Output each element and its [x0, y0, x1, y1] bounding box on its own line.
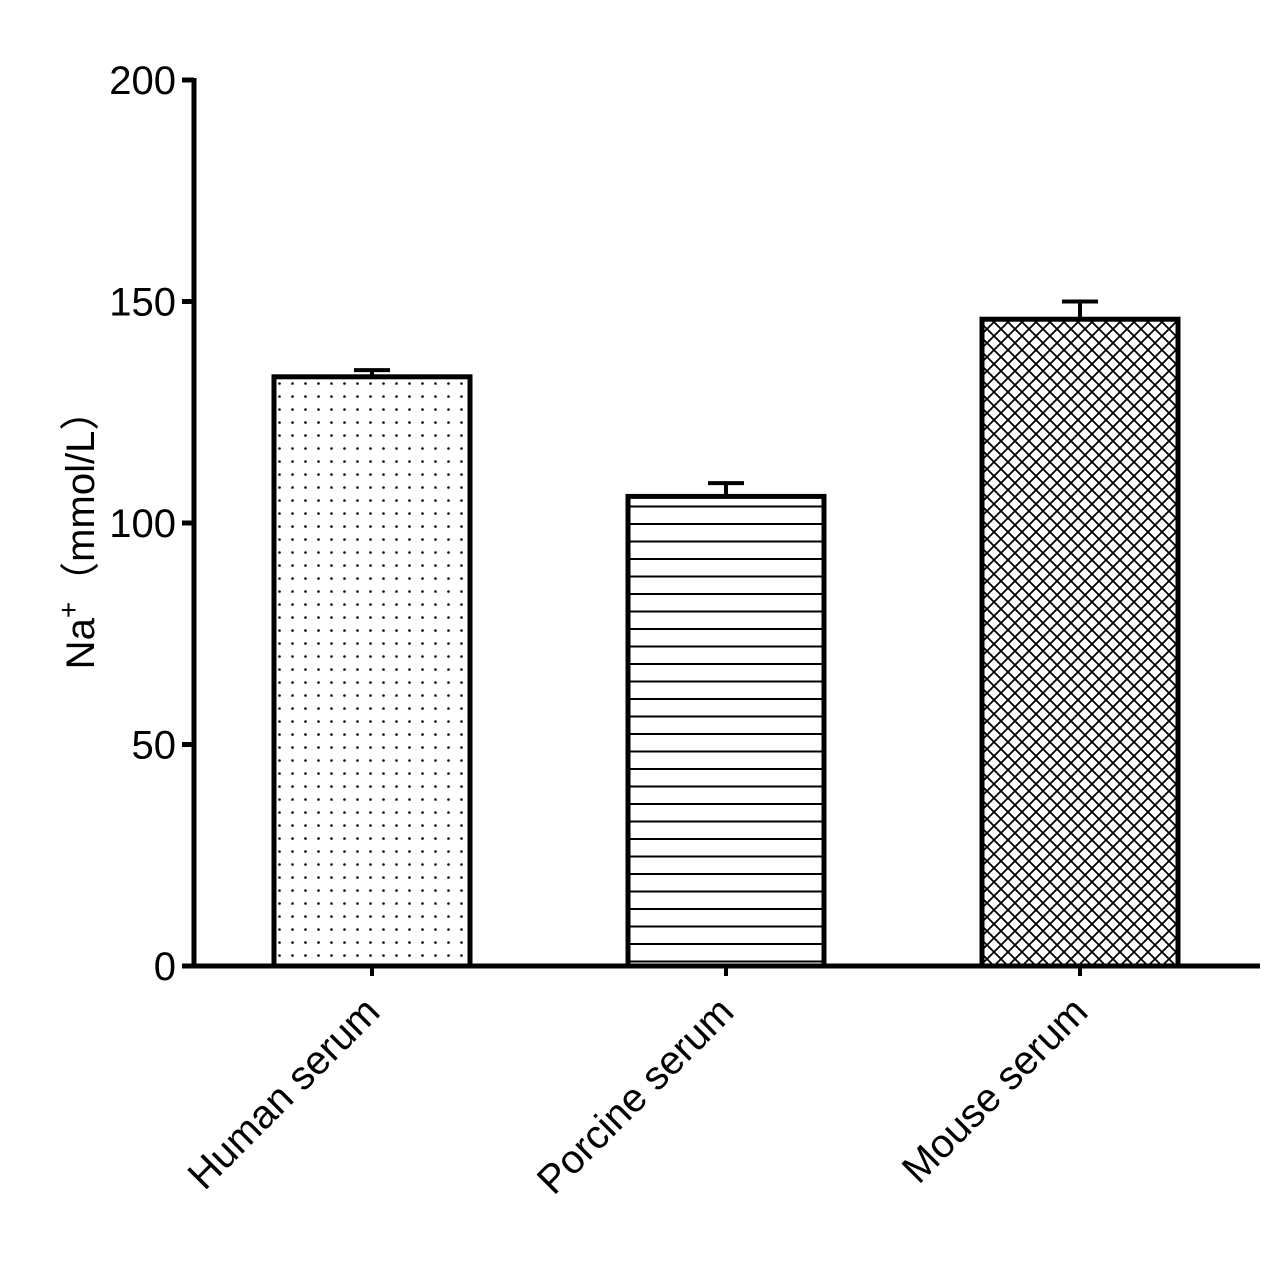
bars-layer	[271, 316, 1181, 969]
x-ticks: Human serum Porcine serum Mouse serum	[180, 966, 1096, 1203]
y-axis-title-sup: +	[53, 602, 84, 618]
y-axis-title-main: Na	[59, 617, 103, 669]
y-axis-title: Na+（mmol/L）	[53, 391, 103, 670]
error-bars-layer	[354, 299, 1098, 497]
x-category-label: Mouse serum	[894, 989, 1096, 1191]
bar-porcine-serum	[625, 493, 827, 969]
x-category-label: Human serum	[180, 989, 389, 1198]
y-tick-label: 50	[132, 724, 177, 768]
y-tick-label: 200	[109, 59, 176, 103]
bar-human-serum	[271, 374, 473, 969]
bar-mouse-serum	[979, 316, 1181, 969]
y-tick-label: 0	[154, 945, 176, 989]
y-tick-label: 150	[109, 281, 176, 325]
y-ticks: 0 50 100 150 200	[109, 59, 194, 989]
y-axis-title-unit: （mmol/L）	[59, 391, 103, 602]
y-tick-label: 100	[109, 502, 176, 546]
x-category-label: Porcine serum	[529, 989, 742, 1202]
